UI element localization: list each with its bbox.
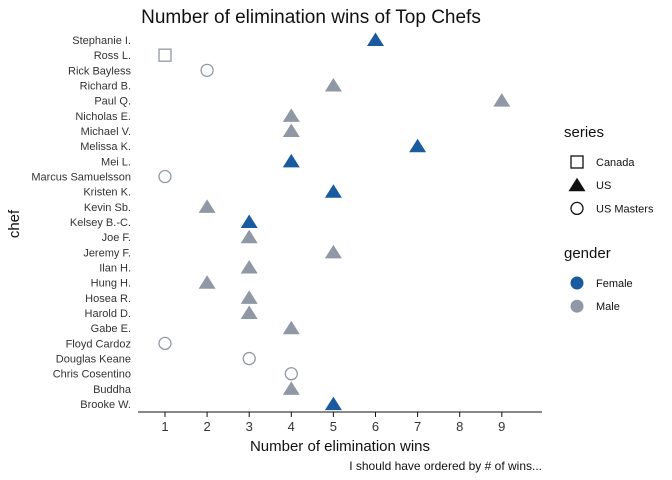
y-tick-label-kelsey-b-c: Kelsey B.-C. xyxy=(70,217,131,229)
point-joe-f xyxy=(240,229,258,244)
point-jeremy-f xyxy=(324,244,342,259)
point-chris-cosentino xyxy=(284,367,298,381)
x-tick-label-1: 1 xyxy=(161,419,168,434)
legend-key-female-icon xyxy=(570,276,584,290)
point-gabe-e xyxy=(282,320,300,335)
y-tick-label-marcus-samuelsson: Marcus Samuelsson xyxy=(31,172,131,184)
point-stephanie-i xyxy=(367,32,384,46)
x-tick-label-6: 6 xyxy=(372,419,379,434)
legend-title-series: series xyxy=(564,124,604,141)
point-michael-v xyxy=(282,123,300,138)
legend-series: series Canada US US Masters xyxy=(564,124,654,215)
legend-label-male: Male xyxy=(596,301,620,313)
data-points xyxy=(158,32,511,411)
point-kelsey-b-c xyxy=(240,214,258,229)
point-brooke-w xyxy=(324,396,342,411)
y-tick-label-chris-cosentino: Chris Cosentino xyxy=(53,369,131,381)
legend-label-us-masters: US Masters xyxy=(596,203,654,215)
point-kristen-k xyxy=(324,184,342,198)
point-richard-b xyxy=(324,78,342,92)
point-rick-bayless xyxy=(200,63,214,77)
legend-key-us-masters-icon xyxy=(570,201,584,216)
y-tick-label-hung-h: Hung H. xyxy=(91,278,131,290)
y-tick-label-floyd-cardoz: Floyd Cardoz xyxy=(66,338,131,350)
y-tick-label-jeremy-f: Jeremy F. xyxy=(83,247,131,259)
y-tick-label-kevin-sb: Kevin Sb. xyxy=(84,202,131,214)
y-tick-label-hosea-r: Hosea R. xyxy=(85,293,131,305)
point-hung-h xyxy=(198,275,216,289)
point-marcus-samuelsson xyxy=(158,169,172,184)
point-buddha xyxy=(282,381,300,395)
y-tick-label-rick-bayless: Rick Bayless xyxy=(68,65,131,77)
y-tick-labels: Stephanie I. Ross L. Rick Bayless Richard B… xyxy=(31,35,132,411)
y-tick-label-joe-f: Joe F. xyxy=(102,232,131,244)
point-ross-l xyxy=(158,48,172,62)
x-tick-label-7: 7 xyxy=(414,419,421,434)
point-mei-l xyxy=(282,153,300,168)
y-tick-label-melissa-k: Melissa K. xyxy=(80,141,131,153)
legend-key-canada-icon xyxy=(570,155,584,169)
point-floyd-cardoz xyxy=(158,336,172,351)
y-tick-label-douglas-keane: Douglas Keane xyxy=(56,354,131,366)
point-hosea-r xyxy=(240,290,258,304)
y-tick-label-brooke-w: Brooke W. xyxy=(80,399,131,411)
legend-label-canada: Canada xyxy=(596,157,635,169)
legend-label-female: Female xyxy=(596,278,633,290)
x-tick-label-3: 3 xyxy=(246,419,253,434)
y-tick-label-kristen-k: Kristen K. xyxy=(83,187,131,199)
y-tick-label-paul-q: Paul Q. xyxy=(94,96,131,108)
y-tick-label-gabe-e: Gabe E. xyxy=(91,323,131,335)
y-tick-label-mei-l: Mei L. xyxy=(101,156,131,168)
point-nicholas-e xyxy=(282,108,300,122)
legend: series Canada US US Masters gender Female Male xyxy=(564,124,654,313)
point-ilan-h xyxy=(240,260,258,274)
legend-gender: gender Female Male xyxy=(564,245,633,313)
point-harold-d xyxy=(240,305,258,320)
legend-title-gender: gender xyxy=(564,245,611,262)
point-melissa-k xyxy=(409,138,427,153)
y-tick-label-nicholas-e: Nicholas E. xyxy=(75,111,131,123)
y-tick-label-buddha: Buddha xyxy=(93,384,132,396)
chart-title: Number of elimination wins of Top Chefs xyxy=(141,7,481,28)
legend-key-male-icon xyxy=(570,299,584,313)
y-tick-label-ross-l: Ross L. xyxy=(94,50,131,62)
x-axis-title: Number of elimination wins xyxy=(250,438,430,455)
caption: I should have ordered by # of wins... xyxy=(349,459,542,473)
y-tick-label-stephanie-i: Stephanie I. xyxy=(72,35,131,47)
y-tick-label-harold-d: Harold D. xyxy=(85,308,131,320)
x-tick-label-8: 8 xyxy=(456,419,463,434)
legend-key-us-icon xyxy=(568,177,586,192)
x-tick-label-9: 9 xyxy=(498,419,505,434)
y-tick-label-michael-v: Michael V. xyxy=(81,126,131,138)
y-axis-title: chef xyxy=(6,209,23,238)
x-ticks: 1 2 3 4 5 6 7 8 9 xyxy=(161,412,505,434)
point-douglas-keane xyxy=(242,351,256,366)
y-tick-label-ilan-h: Ilan H. xyxy=(99,263,131,275)
y-tick-label-richard-b: Richard B. xyxy=(80,81,131,93)
x-tick-label-2: 2 xyxy=(203,419,210,434)
point-kevin-sb xyxy=(198,199,216,213)
x-tick-label-4: 4 xyxy=(288,419,295,434)
x-tick-label-5: 5 xyxy=(330,419,337,434)
point-paul-q xyxy=(493,93,511,107)
legend-label-us: US xyxy=(596,180,611,192)
